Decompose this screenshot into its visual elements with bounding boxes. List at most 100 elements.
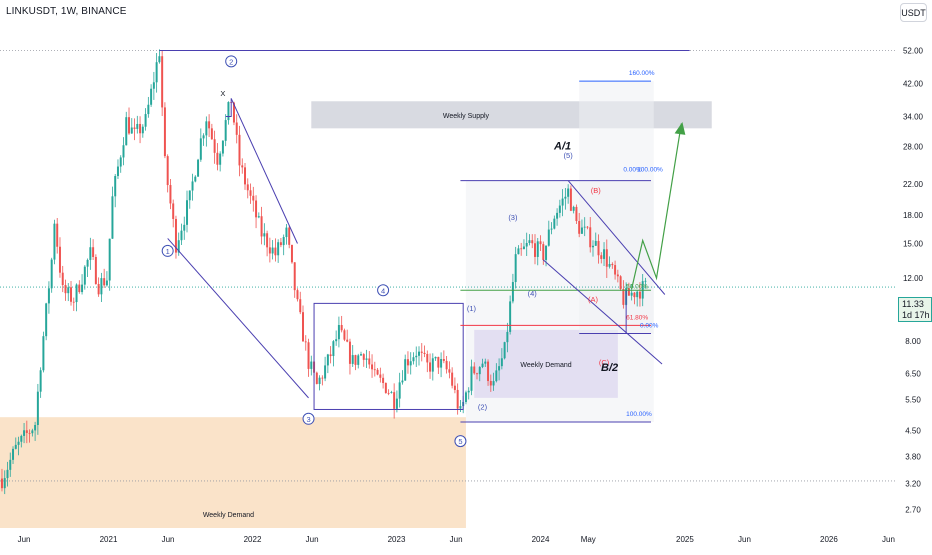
- candle-body: [249, 190, 252, 196]
- candle-body: [34, 425, 37, 431]
- fib-0-label: 0.00%: [623, 167, 642, 174]
- candle-body: [423, 352, 426, 354]
- wave-label: 4: [381, 286, 385, 295]
- x-tick-label: 2023: [388, 535, 406, 544]
- candle-body: [591, 245, 594, 248]
- candle-body: [155, 62, 158, 83]
- candle-body: [75, 284, 78, 303]
- candle-body: [128, 117, 131, 134]
- weekly-demand-label-upper: Weekly Demand: [520, 362, 571, 369]
- candle-body: [442, 358, 445, 361]
- candle-body: [616, 274, 619, 277]
- candle-body: [476, 373, 478, 375]
- candle-body: [36, 391, 39, 426]
- x-tick-label: May: [581, 535, 596, 544]
- candle-body: [100, 278, 103, 295]
- candle-body: [335, 339, 338, 342]
- candle-body: [125, 117, 128, 146]
- candle-body: [542, 244, 545, 260]
- wave-label: (B): [591, 186, 602, 195]
- candle-body: [531, 240, 534, 244]
- candle-body: [569, 188, 572, 211]
- candle-body: [418, 351, 420, 356]
- x-tick-label: Jun: [162, 535, 175, 544]
- wave-label: 3: [306, 415, 310, 424]
- candle-body: [302, 312, 305, 342]
- candle-body: [420, 351, 423, 353]
- candle-body: [202, 135, 205, 139]
- wave-circle: [302, 412, 315, 425]
- candle-body: [467, 390, 470, 393]
- candle-body: [517, 248, 520, 255]
- y-tick-label: 6.50: [905, 369, 921, 378]
- candle-body: [235, 122, 238, 135]
- bar-countdown: 1d 17h: [902, 310, 930, 320]
- candle-body: [393, 392, 396, 409]
- wave-circle: [377, 284, 390, 297]
- candle-body: [172, 203, 175, 219]
- candle-body: [459, 406, 462, 409]
- fib-shade-upper: [579, 81, 654, 334]
- candle-body: [177, 240, 180, 253]
- y-tick-label: 42.00: [903, 80, 924, 89]
- y-tick-label: 5.50: [905, 395, 921, 404]
- candle-body: [445, 360, 448, 370]
- candle-body: [105, 280, 108, 286]
- candle-body: [158, 56, 161, 63]
- candle-body: [111, 196, 114, 239]
- candle-body: [603, 249, 606, 259]
- correction-channel-upper: [567, 180, 666, 295]
- y-tick-label: 3.20: [905, 479, 921, 488]
- wave-circle: [454, 435, 467, 448]
- candle-body: [136, 123, 139, 129]
- candle-body: [503, 342, 506, 359]
- candle-body: [199, 138, 202, 160]
- candle-body: [605, 249, 608, 267]
- candle-body: [429, 362, 432, 372]
- currency-button[interactable]: USDT: [900, 3, 927, 22]
- candle-body: [6, 469, 9, 479]
- candle-body: [636, 291, 639, 298]
- range-box: [313, 302, 464, 410]
- candle-body: [498, 366, 501, 371]
- candle-body: [58, 246, 61, 273]
- candle-body: [326, 354, 329, 366]
- candle-body: [426, 353, 429, 363]
- y-tick-label: 15.00: [903, 240, 924, 249]
- candle-body: [194, 176, 197, 182]
- candle-body: [398, 382, 401, 399]
- candle-body: [277, 242, 280, 256]
- candle-body: [506, 331, 509, 343]
- candle-body: [266, 233, 269, 248]
- candle-body: [545, 245, 548, 260]
- candle-body: [78, 284, 81, 293]
- candle-body: [360, 354, 362, 356]
- x-marker-line: [225, 98, 232, 117]
- candle-body: [351, 355, 354, 364]
- candle-body: [166, 156, 169, 186]
- candle-body: [263, 233, 266, 237]
- fib-50-label: 50.00%: [626, 283, 648, 290]
- candle-body: [337, 325, 340, 340]
- candle-body: [373, 369, 376, 371]
- candle-body: [343, 330, 346, 340]
- candle-body: [191, 181, 194, 191]
- channel-upper-line: [230, 98, 298, 244]
- last-price-value: 11.33: [902, 299, 924, 309]
- candle-body: [528, 240, 531, 243]
- candle-body: [130, 127, 133, 134]
- candle-body: [387, 392, 390, 394]
- candle-body: [470, 366, 473, 391]
- candle-body: [597, 240, 600, 256]
- candle-body: [0, 478, 3, 489]
- wave-circle: [161, 244, 174, 257]
- x-label: X: [220, 89, 225, 98]
- candle-body: [580, 227, 583, 234]
- candle-body: [17, 441, 20, 445]
- candle-body: [232, 102, 235, 123]
- wave-label: (A): [588, 295, 599, 304]
- candle-body: [188, 190, 191, 201]
- candle-body: [611, 263, 614, 266]
